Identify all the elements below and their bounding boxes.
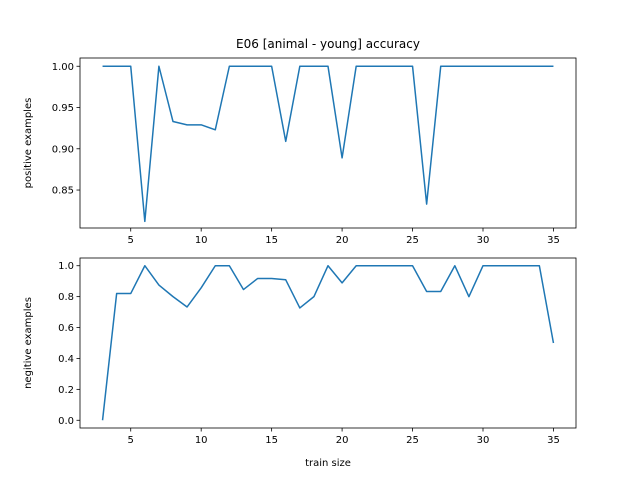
top-x-tick-label: 20 <box>336 235 349 246</box>
top-y-tick-label: 0.90 <box>52 144 74 155</box>
bottom-x-tick-label: 35 <box>547 435 560 446</box>
top-plot-positive-examples: 5 10 15 20 25 30 35 0.85 0.90 0.95 1.00 positive ex… <box>23 57 577 246</box>
chart-title: E06 [animal - young] accuracy <box>236 37 420 51</box>
top-x-tick-label: 15 <box>265 235 278 246</box>
bottom-y-tick-label: 1.0 <box>58 261 74 272</box>
bottom-x-tick-label: 20 <box>336 435 349 446</box>
top-series-line <box>102 65 554 223</box>
bottom-x-tick-label: 15 <box>265 435 278 446</box>
bottom-y-tick-label: 0.6 <box>58 323 74 334</box>
top-y-tick-label: 0.85 <box>52 186 74 197</box>
top-axes-frame <box>79 57 577 229</box>
bottom-series-line <box>101 264 555 421</box>
top-y-axis-label: positive examples <box>23 98 34 189</box>
top-x-tick-label: 10 <box>195 235 208 246</box>
bottom-x-tick-label: 5 <box>128 435 134 446</box>
top-x-tick-label: 35 <box>547 235 560 246</box>
bottom-x-axis-label: train size <box>305 458 351 469</box>
bottom-y-tick-label: 0.2 <box>58 385 74 396</box>
bottom-plot-negitive-examples: 5 10 15 20 25 30 35 0.0 0.2 0.4 0.6 0.8 1.0 negitive … <box>23 257 577 469</box>
top-x-tick-label: 25 <box>406 235 419 246</box>
bottom-x-tick-label: 10 <box>195 435 208 446</box>
bottom-x-tick-label: 30 <box>477 435 490 446</box>
bottom-axes-frame <box>79 257 577 429</box>
top-y-tick-label: 1.00 <box>52 62 74 73</box>
top-y-tick-label: 0.95 <box>52 103 74 114</box>
top-x-tick-label: 5 <box>128 235 134 246</box>
bottom-y-tick-label: 0.0 <box>58 416 74 427</box>
bottom-y-tick-label: 0.4 <box>58 354 74 365</box>
bottom-y-axis-label: negitive examples <box>23 297 34 389</box>
top-x-tick-label: 30 <box>477 235 490 246</box>
bottom-y-tick-label: 0.8 <box>58 292 74 303</box>
bottom-x-tick-label: 25 <box>406 435 419 446</box>
